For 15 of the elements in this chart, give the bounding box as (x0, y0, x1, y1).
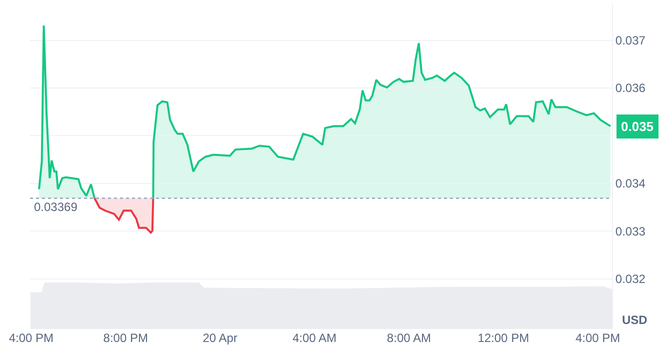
y-tick-label: 0.037 (615, 33, 646, 48)
annotation: 0.035 (621, 119, 654, 134)
y-axis-title: USD (622, 313, 648, 327)
y-tick-label: 0.032 (615, 272, 646, 286)
x-tick-label: 4:00 PM (8, 331, 54, 345)
x-tick-label: 20 Apr (202, 331, 238, 345)
y-tick-label: 0.034 (615, 176, 646, 191)
y-tick-label: 0.036 (615, 81, 646, 96)
x-tick-label: 4:00 AM (292, 331, 337, 345)
y-tick-label: 0.033 (615, 224, 646, 238)
x-tick-label: 8:00 PM (103, 331, 148, 345)
ref-line-label: 0.03369 (34, 200, 78, 214)
x-tick-label: 8:00 AM (386, 331, 431, 345)
x-tick-label: 12:00 PM (478, 331, 530, 345)
x-tick-label: 4:00 PM (575, 331, 620, 345)
